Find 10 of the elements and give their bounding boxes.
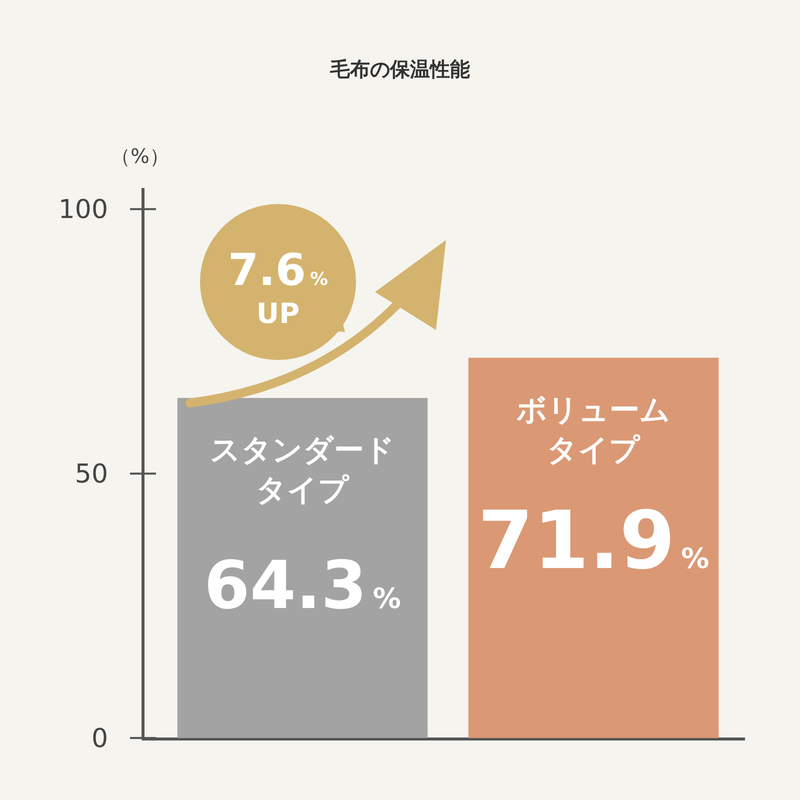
chart-title: 毛布の保温性能: [329, 57, 470, 81]
annotation: 7.6% UP: [228, 245, 328, 330]
data-label: 64.3%: [204, 546, 401, 624]
x-tick-label: ボリュームタイプ: [516, 392, 670, 468]
y-tick-label: 0: [91, 724, 108, 754]
x-tick-label: スタンダードタイプ: [210, 432, 395, 508]
data-label: 71.9%: [478, 494, 710, 587]
y-axis-title: （%）: [110, 144, 170, 168]
y-tick-label: 100: [58, 195, 108, 226]
y-tick-label: 50: [74, 460, 108, 490]
